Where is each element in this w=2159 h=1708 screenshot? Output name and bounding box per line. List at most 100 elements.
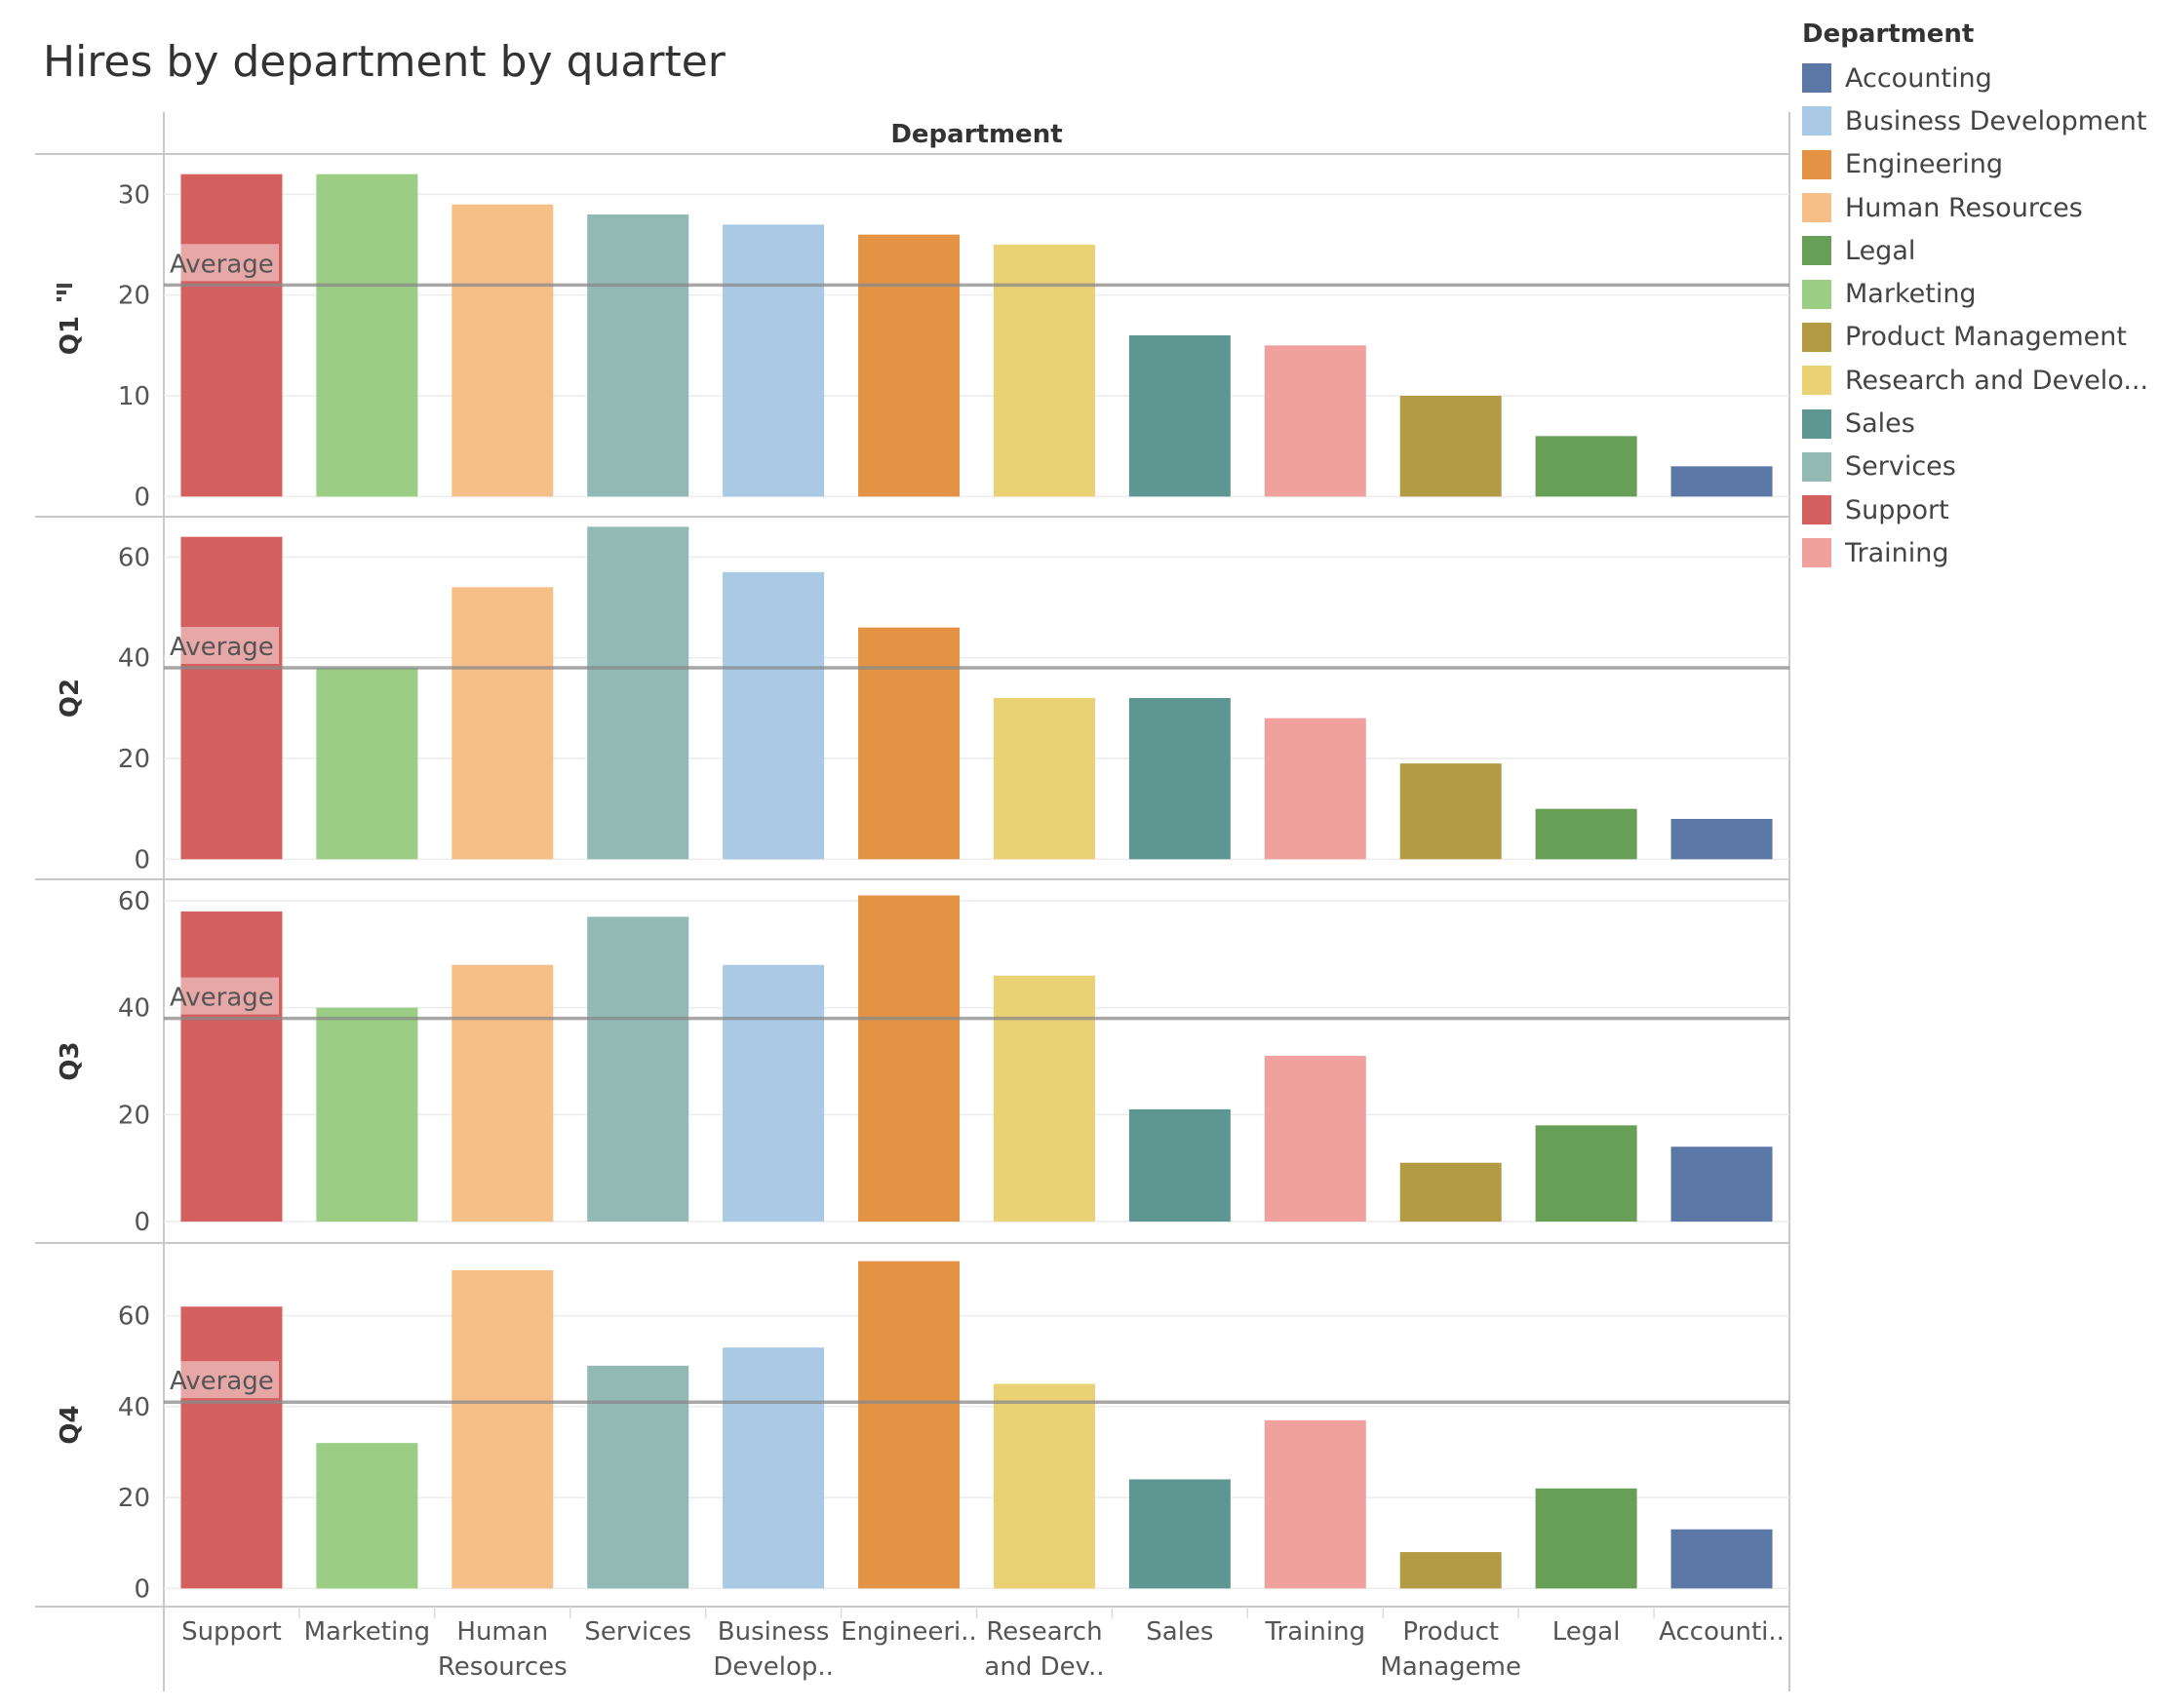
bar-training	[1264, 718, 1366, 860]
bar-legal	[1535, 808, 1637, 860]
legend-item[interactable]: Training	[1802, 531, 2153, 574]
average-label: Average	[170, 633, 274, 662]
legend-swatch	[1802, 322, 1831, 352]
legend-swatch	[1802, 279, 1831, 309]
y-tick-label: 0	[134, 1208, 150, 1237]
legend-swatch	[1802, 495, 1831, 525]
sort-icon-bar	[57, 297, 61, 301]
y-tick-label: 0	[134, 1574, 150, 1604]
bar-services	[587, 214, 689, 497]
bar-sales	[1128, 1479, 1231, 1589]
y-tick-label: 20	[118, 282, 150, 311]
legend: Department Accounting Business Developmen…	[1802, 19, 2153, 575]
bar-research-and-dev	[993, 1383, 1095, 1589]
bar-accounti	[1670, 466, 1773, 497]
average-label: Average	[170, 984, 274, 1013]
bar-accounti	[1670, 1146, 1773, 1223]
average-label-bg	[166, 244, 279, 282]
x-tick-label: Services	[584, 1617, 691, 1647]
legend-swatch	[1802, 63, 1831, 94]
bar-legal	[1535, 1125, 1637, 1223]
x-tick-label: Resources	[438, 1652, 568, 1682]
y-tick-label: 60	[118, 1302, 150, 1332]
row-label-q2: Q2	[56, 679, 85, 718]
legend-item[interactable]: Sales	[1802, 402, 2153, 445]
legend-item[interactable]: Research and Develo...	[1802, 359, 2153, 402]
bar-human-resources	[451, 1269, 554, 1589]
bar-accounti	[1670, 1529, 1773, 1589]
x-tick-label: Research	[986, 1617, 1102, 1647]
legend-label: Sales	[1845, 408, 1915, 440]
legend-swatch	[1802, 149, 1831, 179]
y-tick-label: 20	[118, 1101, 150, 1130]
average-label: Average	[170, 250, 274, 279]
y-tick-label: 40	[118, 1393, 150, 1422]
bar-support	[180, 1306, 283, 1589]
bar-business-develop	[723, 571, 825, 860]
bar-support	[180, 174, 283, 497]
bar-research-and-dev	[993, 698, 1095, 860]
legend-item[interactable]: Support	[1802, 488, 2153, 531]
x-tick-label: Sales	[1146, 1617, 1213, 1647]
bar-product-manageme	[1399, 763, 1502, 860]
sort-icon-bar	[57, 291, 66, 294]
bar-training	[1264, 1419, 1366, 1589]
average-label-bg	[166, 1361, 279, 1399]
bar-human-resources	[451, 964, 554, 1223]
bar-services	[587, 1365, 689, 1589]
bar-sales	[1128, 698, 1231, 860]
bar-business-develop	[723, 1347, 825, 1589]
bar-marketing	[316, 668, 418, 860]
x-tick-label: Business	[718, 1617, 830, 1647]
sort-icon-bar	[57, 284, 72, 288]
bar-human-resources	[451, 204, 554, 497]
x-tick-label: Marketing	[304, 1617, 431, 1647]
chart-title: Hires by department by quarter	[43, 37, 726, 87]
x-tick-label: and Dev..	[984, 1652, 1104, 1682]
legend-label: Accounting	[1845, 62, 1992, 94]
legend-label: Business Development	[1845, 105, 2147, 136]
column-header: Department	[890, 120, 1062, 149]
bar-marketing	[316, 174, 418, 497]
bar-services	[587, 526, 689, 860]
legend-swatch	[1802, 538, 1831, 568]
legend-label: Research and Develo...	[1845, 365, 2149, 396]
sort-icon[interactable]	[57, 284, 72, 301]
row-label-q4: Q4	[56, 1405, 85, 1444]
y-tick-label: 0	[134, 483, 150, 512]
bar-business-develop	[723, 964, 825, 1223]
y-tick-label: 20	[118, 745, 150, 774]
legend-item[interactable]: Engineering	[1802, 143, 2153, 186]
row-label-q3: Q3	[56, 1041, 85, 1080]
bar-support	[180, 536, 283, 860]
x-tick-label: Legal	[1552, 1617, 1621, 1647]
legend-item[interactable]: Accounting	[1802, 57, 2153, 99]
y-tick-label: 40	[118, 644, 150, 674]
bar-engineeri	[858, 234, 961, 497]
average-label-bg	[166, 977, 279, 1015]
row-label-q1: Q1	[56, 316, 85, 355]
x-tick-label: Human	[456, 1617, 548, 1647]
legend-item[interactable]: Product Management	[1802, 316, 2153, 359]
x-tick-label: Manageme	[1380, 1652, 1521, 1682]
average-label: Average	[170, 1367, 274, 1396]
average-label-bg	[166, 627, 279, 664]
legend-item[interactable]: Marketing	[1802, 272, 2153, 315]
legend-label: Support	[1845, 494, 1949, 525]
bar-legal	[1535, 436, 1637, 497]
legend-item[interactable]: Services	[1802, 446, 2153, 488]
legend-title: Department	[1802, 19, 1975, 49]
x-tick-label: Support	[181, 1617, 282, 1647]
legend-item[interactable]: Human Resources	[1802, 186, 2153, 229]
legend-item[interactable]: Legal	[1802, 229, 2153, 272]
bar-support	[180, 911, 283, 1223]
bar-research-and-dev	[993, 975, 1095, 1223]
y-tick-label: 20	[118, 1484, 150, 1513]
legend-label: Human Resources	[1845, 192, 2083, 223]
x-tick-label: Product	[1402, 1617, 1499, 1647]
legend-label: Engineering	[1845, 149, 2003, 180]
y-tick-label: 10	[118, 382, 150, 411]
legend-label: Services	[1845, 451, 1956, 483]
legend-item[interactable]: Business Development	[1802, 99, 2153, 142]
bar-marketing	[316, 1007, 418, 1223]
